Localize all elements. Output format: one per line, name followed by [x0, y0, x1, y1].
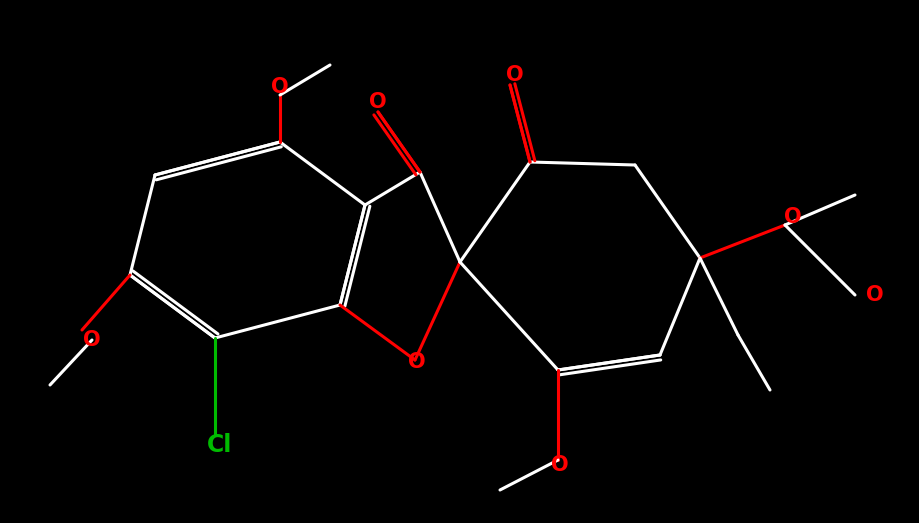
- Text: O: O: [84, 330, 101, 350]
- Text: O: O: [551, 455, 569, 475]
- Text: O: O: [408, 352, 425, 372]
- Text: O: O: [369, 92, 387, 112]
- Text: O: O: [271, 77, 289, 97]
- Text: Cl: Cl: [208, 433, 233, 457]
- Text: O: O: [867, 285, 884, 305]
- Text: O: O: [506, 65, 524, 85]
- Text: O: O: [784, 207, 801, 227]
